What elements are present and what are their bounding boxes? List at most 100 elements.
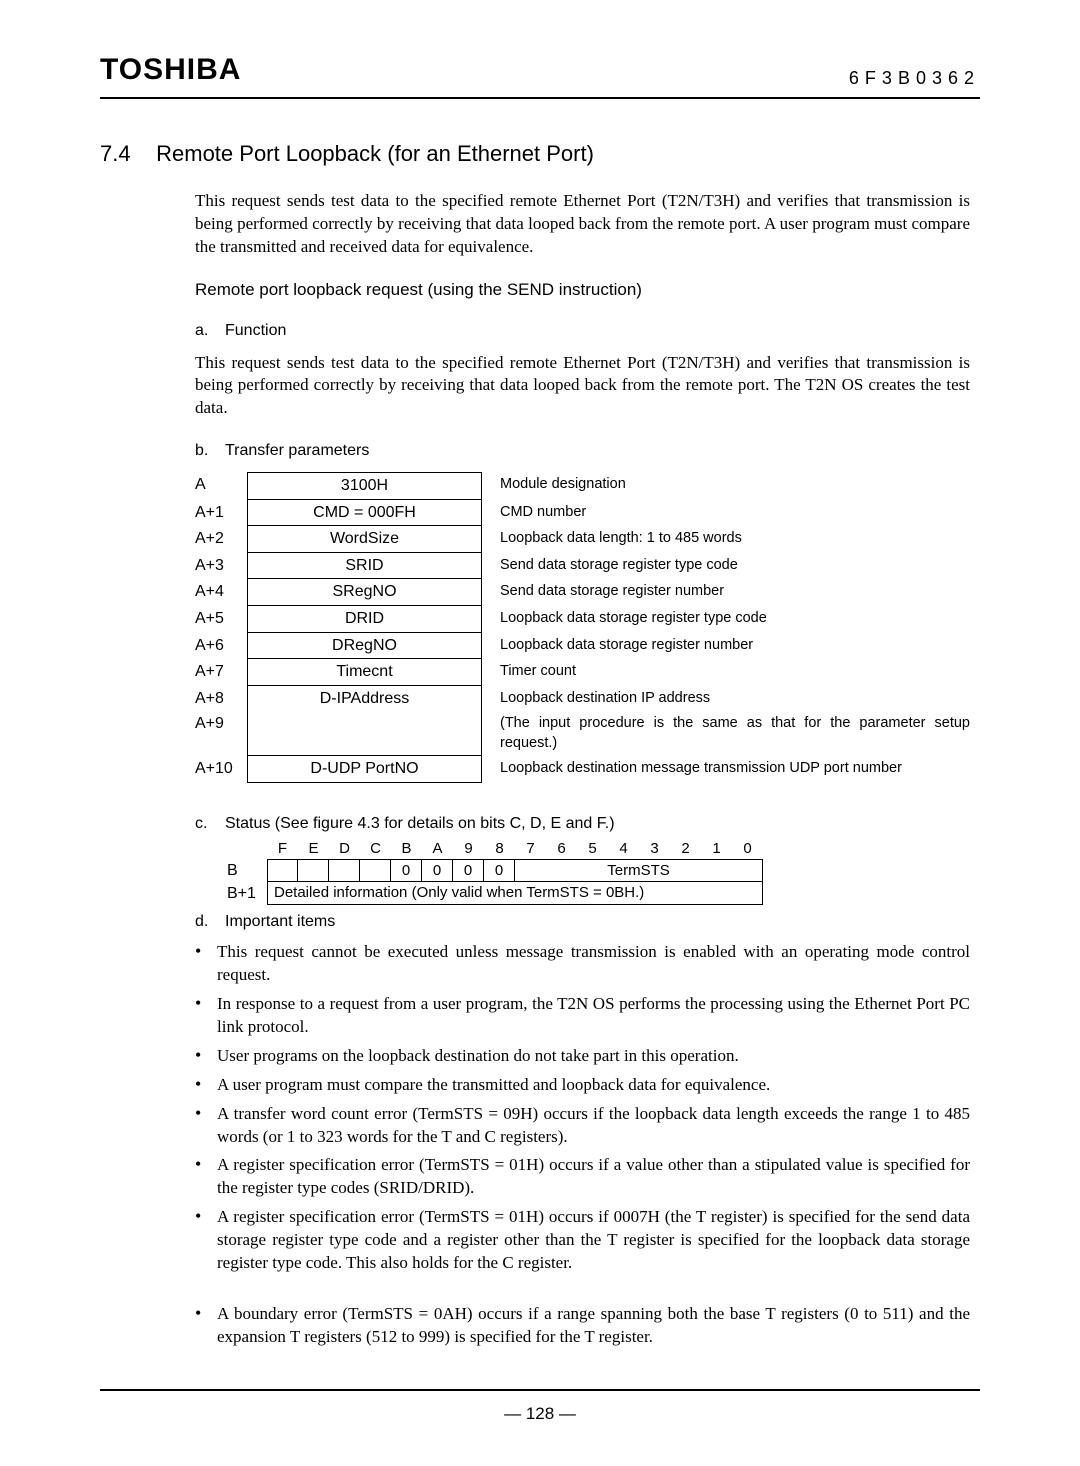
bit-cell [267, 859, 298, 882]
item-c: c. Status (See figure 4.3 for details on… [195, 813, 970, 835]
bit-row-b1-cell: Detailed information (Only valid when Te… [267, 882, 763, 905]
bullet-marker: • [195, 1045, 217, 1068]
param-desc: Loopback data storage register number [482, 633, 970, 660]
param-desc: Module designation [482, 472, 970, 500]
bullet-marker: • [195, 1303, 217, 1349]
bullet-text: A transfer word count error (TermSTS = 0… [217, 1103, 970, 1149]
bullet-item: •A user program must compare the transmi… [195, 1074, 970, 1097]
page-footer: — 128 — [100, 1389, 980, 1426]
bit-cell [329, 859, 360, 882]
param-desc: (The input procedure is the same as that… [482, 711, 970, 756]
important-items-list-2: •A boundary error (TermSTS = 0AH) occurs… [195, 1303, 970, 1349]
param-value: D-UDP PortNO [247, 756, 482, 783]
param-addr: A+9 [195, 711, 247, 756]
item-a: a. Function [195, 320, 970, 342]
bullet-marker: • [195, 1103, 217, 1149]
section-title: Remote Port Loopback (for an Ethernet Po… [156, 141, 594, 166]
param-row: A+5DRIDLoopback data storage register ty… [195, 606, 970, 633]
param-row: A+4SRegNOSend data storage register numb… [195, 579, 970, 606]
bullet-text: This request cannot be executed unless m… [217, 941, 970, 987]
bit-header-cell: 8 [484, 839, 515, 859]
bullet-marker: • [195, 1074, 217, 1097]
intro-paragraph: This request sends test data to the spec… [195, 190, 970, 259]
param-row: A+7TimecntTimer count [195, 659, 970, 686]
bit-header-cell: B [391, 839, 422, 859]
bit-cell: 0 [422, 859, 453, 882]
param-desc: CMD number [482, 500, 970, 527]
param-addr: A+6 [195, 633, 247, 660]
param-addr: A+3 [195, 553, 247, 580]
item-a-title: Function [225, 320, 286, 342]
param-addr: A+8 [195, 686, 247, 712]
param-value: 3100H [247, 472, 482, 500]
param-addr: A+1 [195, 500, 247, 527]
param-addr: A+5 [195, 606, 247, 633]
param-addr: A+10 [195, 756, 247, 783]
bullet-text: A user program must compare the transmit… [217, 1074, 970, 1097]
item-a-label: a. [195, 320, 225, 342]
bullet-marker: • [195, 993, 217, 1039]
bit-header-cell: 1 [701, 839, 732, 859]
item-d-title: Important items [225, 911, 335, 933]
param-addr: A+4 [195, 579, 247, 606]
param-row: A+9 (The input procedure is the same as t… [195, 711, 970, 756]
bit-cell [360, 859, 391, 882]
param-addr: A+2 [195, 526, 247, 553]
bullet-item: •This request cannot be executed unless … [195, 941, 970, 987]
param-value: SRegNO [247, 579, 482, 606]
bit-header-cell: 2 [670, 839, 701, 859]
param-addr: A+7 [195, 659, 247, 686]
bullet-text: User programs on the loopback destinatio… [217, 1045, 970, 1068]
page-number: — 128 — [504, 1404, 576, 1423]
bit-header-cell: 7 [515, 839, 546, 859]
bullet-item: •A boundary error (TermSTS = 0AH) occurs… [195, 1303, 970, 1349]
bit-cell: 0 [391, 859, 422, 882]
transfer-parameters-table: A3100HModule designationA+1CMD = 000FHCM… [195, 472, 970, 783]
document-number: 6F3B0362 [849, 66, 980, 90]
param-desc: Send data storage register number [482, 579, 970, 606]
bit-row-b-label: B [227, 859, 267, 882]
bit-header-cell: C [360, 839, 391, 859]
bullet-text: A register specification error (TermSTS … [217, 1206, 970, 1275]
bit-header-cell: 3 [639, 839, 670, 859]
bullet-item: •In response to a request from a user pr… [195, 993, 970, 1039]
param-value [247, 711, 482, 756]
bit-header-cell: E [298, 839, 329, 859]
param-row: A+6DRegNOLoopback data storage register … [195, 633, 970, 660]
bullet-text: A register specification error (TermSTS … [217, 1154, 970, 1200]
bullet-item: •A register specification error (TermSTS… [195, 1154, 970, 1200]
param-value: WordSize [247, 526, 482, 553]
param-value: DRegNO [247, 633, 482, 660]
param-desc: Loopback data length: 1 to 485 words [482, 526, 970, 553]
bullet-text: A boundary error (TermSTS = 0AH) occurs … [217, 1303, 970, 1349]
bit-cell: 0 [453, 859, 484, 882]
bit-termsts-cell: TermSTS [515, 859, 763, 882]
bullet-item: •A register specification error (TermSTS… [195, 1206, 970, 1275]
param-row: A+8D-IPAddressLoopback destination IP ad… [195, 686, 970, 712]
param-row: A+3SRIDSend data storage register type c… [195, 553, 970, 580]
param-desc: Timer count [482, 659, 970, 686]
item-a-text: This request sends test data to the spec… [195, 352, 970, 421]
bullet-item: •A transfer word count error (TermSTS = … [195, 1103, 970, 1149]
param-value: D-IPAddress [247, 686, 482, 712]
item-b-label: b. [195, 440, 225, 462]
bit-header-cell: F [267, 839, 298, 859]
section-heading: 7.4 Remote Port Loopback (for an Etherne… [100, 139, 980, 169]
bit-cell [298, 859, 329, 882]
bullet-text: In response to a request from a user pro… [217, 993, 970, 1039]
bit-header-cell: 5 [577, 839, 608, 859]
param-desc: Loopback data storage register type code [482, 606, 970, 633]
bit-header-cell: 0 [732, 839, 763, 859]
sub-heading: Remote port loopback request (using the … [195, 279, 970, 302]
param-desc: Send data storage register type code [482, 553, 970, 580]
param-desc: Loopback destination IP address [482, 686, 970, 712]
bit-header-cell: D [329, 839, 360, 859]
brand-logo: TOSHIBA [100, 50, 241, 91]
bit-header-cell: 9 [453, 839, 484, 859]
item-c-label: c. [195, 813, 225, 835]
param-row: A+2WordSizeLoopback data length: 1 to 48… [195, 526, 970, 553]
bit-header-cell: A [422, 839, 453, 859]
important-items-list: •This request cannot be executed unless … [195, 941, 970, 1275]
item-c-title: Status (See figure 4.3 for details on bi… [225, 813, 615, 835]
item-d-label: d. [195, 911, 225, 933]
